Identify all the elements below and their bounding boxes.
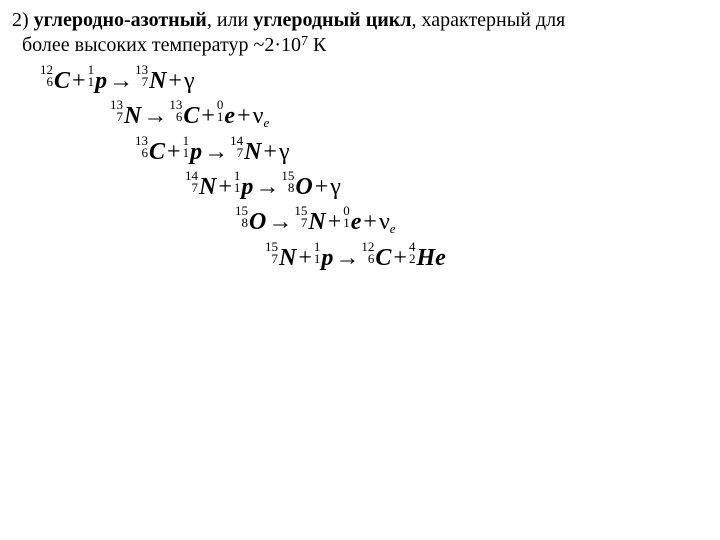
- isotope: 42He: [409, 241, 446, 270]
- equation: 157N+11p→126C+42He: [265, 241, 720, 270]
- isotope: 137N: [110, 99, 141, 128]
- equation: 137N→136C+01e+νe: [110, 99, 720, 129]
- greek: γ: [330, 174, 341, 200]
- arrow: →: [333, 245, 361, 271]
- arrow: →: [141, 103, 169, 129]
- header-line2b: К: [308, 34, 326, 56]
- plus: +: [199, 103, 217, 129]
- header-prefix: 2): [12, 9, 34, 31]
- plus: +: [165, 139, 183, 165]
- neutrino: ν: [379, 209, 390, 235]
- arrow: →: [253, 174, 281, 200]
- header-bold1: углеродно-азотный: [34, 9, 207, 31]
- equation: 147N+11p→158O+γ: [185, 170, 720, 199]
- plus: +: [326, 209, 344, 235]
- plus: +: [313, 174, 331, 200]
- header-line2a: более высоких температур ~2·10: [22, 34, 301, 56]
- isotope: 157N: [265, 241, 296, 270]
- header-mid1: , или: [207, 9, 253, 31]
- isotope: 126C: [361, 241, 391, 270]
- header-sup: 7: [301, 34, 308, 49]
- isotope: 11p: [88, 64, 108, 93]
- isotope: 137N: [135, 64, 166, 93]
- plus: +: [361, 209, 379, 235]
- equation: 126C+11p→137N+γ: [40, 64, 720, 93]
- arrow: →: [107, 68, 135, 94]
- equation: 136C+11p→147N+γ: [135, 135, 720, 164]
- equation: 158O→157N+01e+νe: [235, 205, 720, 235]
- isotope: 11p: [314, 241, 334, 270]
- isotope: 01e: [217, 99, 235, 128]
- isotope: 158O: [281, 170, 312, 199]
- greek: γ: [184, 68, 195, 94]
- plus: +: [261, 139, 279, 165]
- greek: γ: [279, 139, 290, 165]
- plus: +: [296, 245, 314, 271]
- header-tail1: , характерный для: [412, 9, 566, 31]
- isotope: 11p: [234, 170, 254, 199]
- plus: +: [235, 103, 253, 129]
- header-bold2: углеродный цикл: [253, 9, 411, 31]
- isotope: 136C: [135, 135, 165, 164]
- arrow: →: [266, 209, 294, 235]
- isotope: 11p: [183, 135, 203, 164]
- plus: +: [391, 245, 409, 271]
- equations-block: 126C+11p→137N+γ137N→136C+01e+νe136C+11p→…: [0, 58, 720, 270]
- isotope: 157N: [294, 205, 325, 234]
- isotope: 158O: [235, 205, 266, 234]
- plus: +: [166, 68, 184, 94]
- arrow: →: [202, 139, 230, 165]
- header-text: 2) углеродно-азотный, или углеродный цик…: [0, 0, 720, 58]
- isotope: 01e: [343, 205, 361, 234]
- plus: +: [70, 68, 88, 94]
- isotope: 136C: [169, 99, 199, 128]
- neutrino: ν: [253, 103, 264, 129]
- plus: +: [216, 174, 234, 200]
- isotope: 147N: [185, 170, 216, 199]
- isotope: 126C: [40, 64, 70, 93]
- isotope: 147N: [230, 135, 261, 164]
